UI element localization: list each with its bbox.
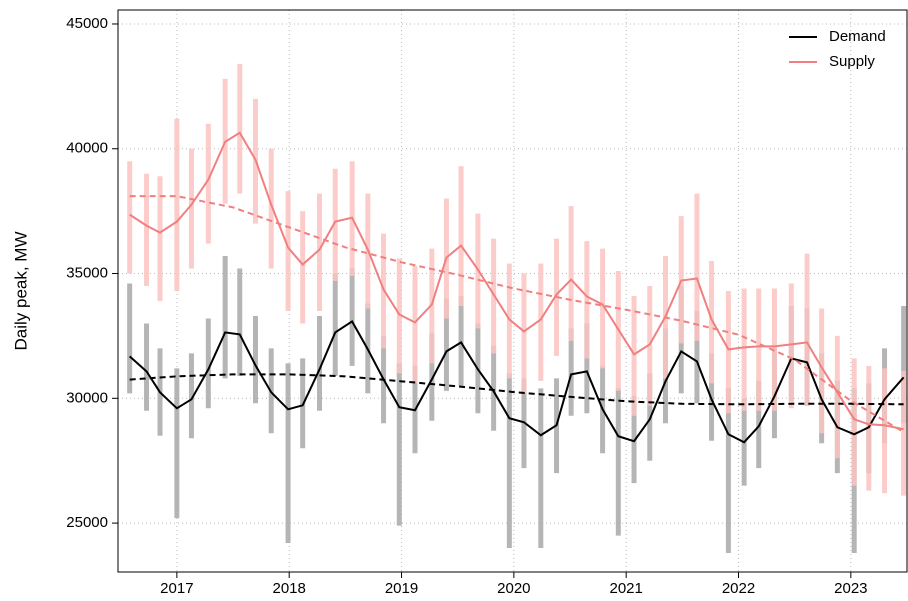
y-tick-label: 30000 bbox=[66, 389, 108, 406]
y-tick-label: 45000 bbox=[66, 15, 108, 32]
x-tick-label: 2022 bbox=[722, 580, 755, 597]
x-tick-label: 2018 bbox=[273, 580, 306, 597]
series-line bbox=[129, 131, 904, 431]
x-tick-label: 2020 bbox=[497, 580, 530, 597]
x-tick-label: 2023 bbox=[834, 580, 867, 597]
x-tick-label: 2021 bbox=[609, 580, 642, 597]
y-tick-label: 40000 bbox=[66, 140, 108, 157]
y-tick-label: 35000 bbox=[66, 264, 108, 281]
x-tick-label: 2019 bbox=[385, 580, 418, 597]
plot-frame bbox=[117, 9, 908, 573]
trend-line bbox=[129, 195, 905, 433]
y-tick-label: 25000 bbox=[66, 514, 108, 531]
legend-label: Supply bbox=[829, 53, 875, 70]
trend-line bbox=[129, 373, 904, 406]
x-tick-label: 2017 bbox=[160, 580, 193, 597]
y-axis-label: Daily peak, MW bbox=[11, 231, 30, 350]
series-line bbox=[129, 320, 905, 444]
legend-label: Demand bbox=[829, 28, 886, 45]
